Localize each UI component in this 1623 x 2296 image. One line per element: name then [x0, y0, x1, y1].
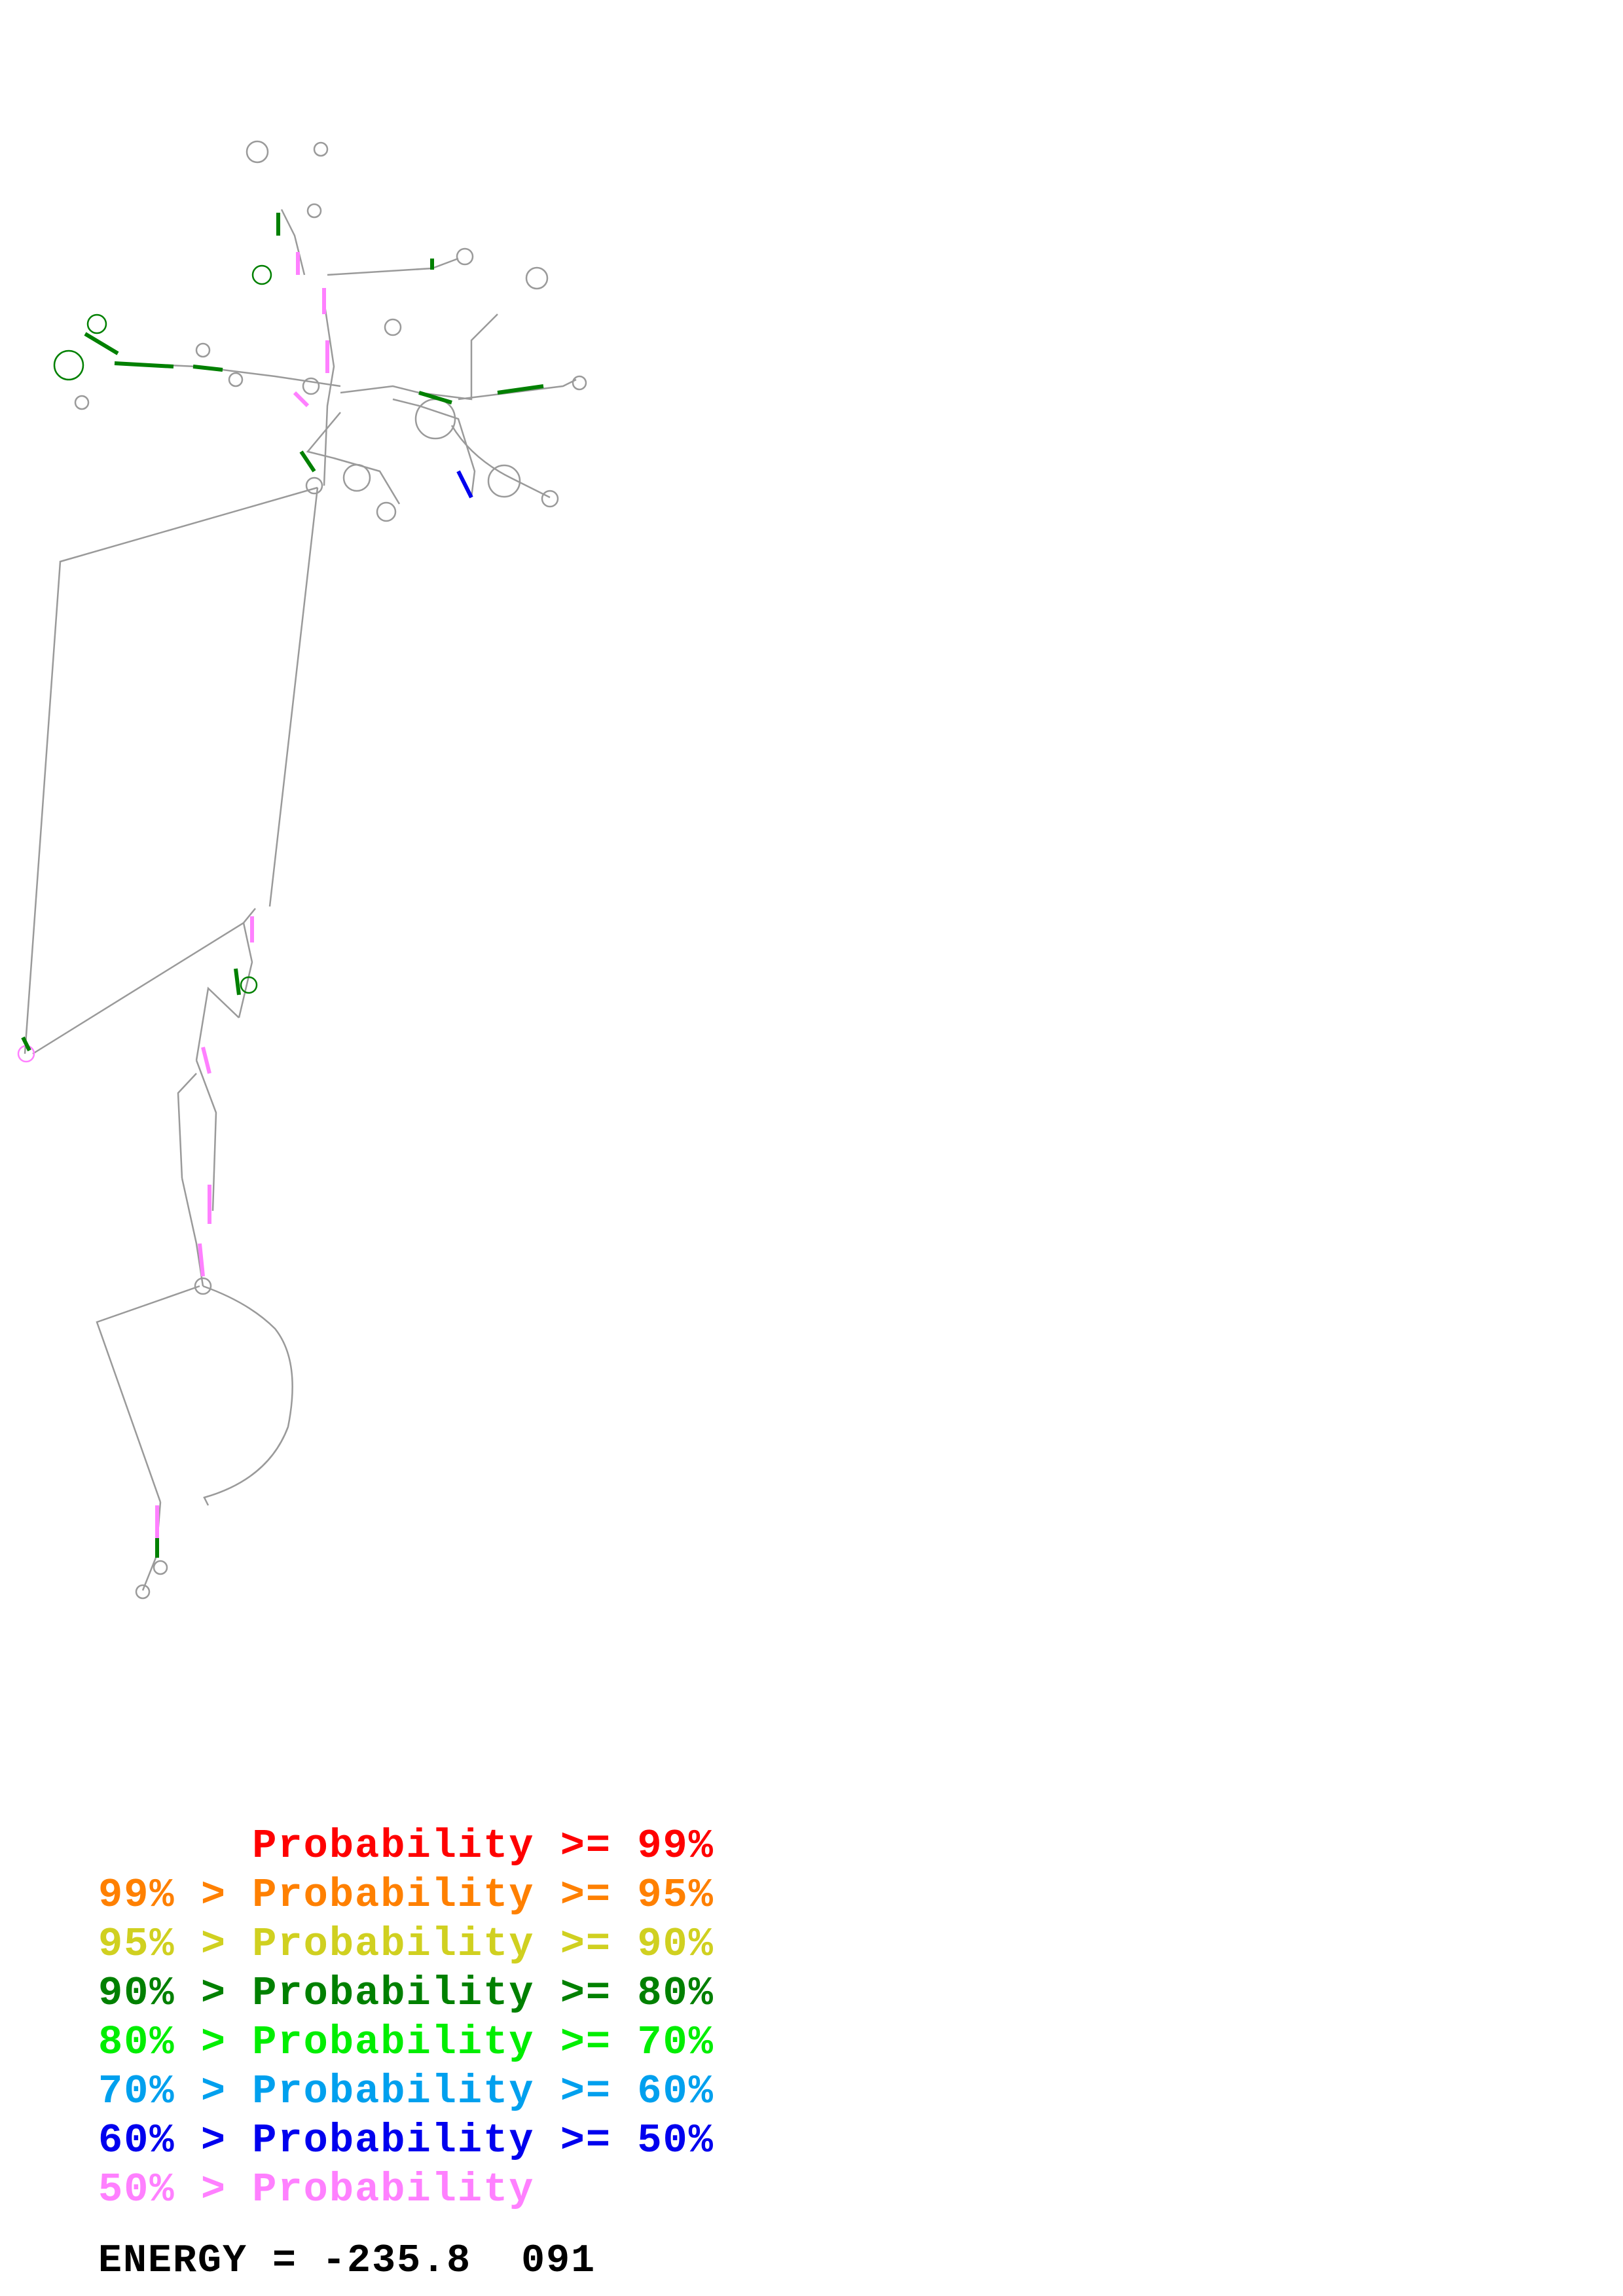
- backbone-line: [177, 1073, 197, 1179]
- hairpin-loop: [376, 501, 397, 522]
- helix-stem: [198, 1243, 205, 1277]
- legend-entry: 50% > Probability: [98, 2166, 535, 2213]
- backbone-line: [195, 986, 240, 1061]
- backbone-line: [392, 398, 476, 498]
- hairpin-loop: [53, 350, 84, 381]
- helix-stem: [418, 391, 452, 404]
- legend-entry: 90% > Probability >= 80%: [98, 1970, 714, 2017]
- hairpin-loop: [313, 141, 329, 157]
- legend-entry: 80% > Probability >= 70%: [98, 2019, 714, 2066]
- helix-stem: [114, 361, 174, 368]
- hairpin-loop: [194, 1277, 212, 1295]
- helix-stem: [456, 470, 473, 499]
- backbone-line: [306, 412, 401, 505]
- hairpin-loop: [246, 140, 269, 164]
- helix-stem: [21, 1036, 31, 1052]
- backbone-line: [323, 300, 335, 486]
- helix-stem: [234, 968, 241, 996]
- backbone-line: [458, 378, 577, 401]
- hairpin-loop: [541, 490, 559, 508]
- legend-entry: 70% > Probability >= 60%: [98, 2068, 714, 2115]
- backbone-line: [280, 209, 306, 276]
- backbone-line: [238, 922, 253, 1018]
- hairpin-loop: [572, 375, 587, 391]
- backbone-line: [340, 314, 498, 401]
- backbone-line: [24, 486, 318, 1054]
- helix-stem: [299, 450, 316, 473]
- hairpin-loop: [305, 476, 323, 495]
- helix-stem: [201, 1047, 211, 1074]
- hairpin-loop: [153, 1560, 168, 1575]
- rna-stems: [21, 213, 544, 1558]
- hairpin-loop: [251, 264, 272, 285]
- hairpin-loop: [384, 318, 402, 336]
- hairpin-loop: [414, 398, 456, 440]
- backbone-line: [32, 908, 256, 1055]
- hairpin-loop: [302, 377, 320, 395]
- backbone-line: [195, 1060, 217, 1211]
- helix-stem: [84, 332, 119, 355]
- rna-loops: [17, 140, 587, 1600]
- helix-stem: [293, 391, 310, 408]
- hairpin-loop: [525, 266, 549, 290]
- hairpin-loop: [240, 976, 258, 994]
- hairpin-loop: [86, 314, 107, 334]
- hairpin-loop: [135, 1584, 151, 1600]
- energy-label: ENERGY = -235.8 091: [98, 2239, 596, 2284]
- helix-stem: [192, 365, 223, 372]
- backbone-line: [327, 257, 459, 276]
- hairpin-loop: [74, 395, 90, 410]
- backbone-line: [181, 1177, 204, 1287]
- hairpin-loop: [342, 463, 371, 492]
- backbone-line: [450, 425, 551, 499]
- hairpin-loop: [228, 372, 244, 387]
- backbone-line: [96, 1285, 200, 1503]
- hairpin-loop: [195, 342, 211, 358]
- hairpin-loop: [487, 464, 521, 498]
- backbone-line: [268, 487, 319, 907]
- legend-entry: 99% > Probability >= 95%: [98, 1872, 714, 1918]
- backbone-line: [202, 1285, 293, 1506]
- hairpin-loop: [306, 203, 322, 219]
- helix-stem: [497, 384, 544, 395]
- legend-entry: 60% > Probability >= 50%: [98, 2117, 714, 2164]
- hairpin-loop: [456, 247, 474, 266]
- legend-entry: 95% > Probability >= 90%: [98, 1921, 714, 1967]
- legend-entry: Probability >= 99%: [98, 1823, 714, 1869]
